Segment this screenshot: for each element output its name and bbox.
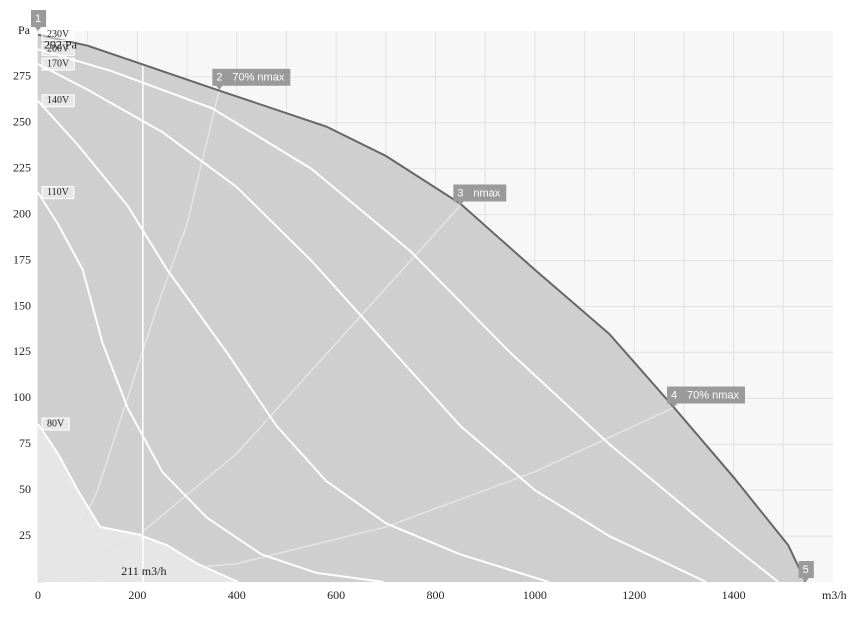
operating-point: 1 <box>31 10 47 31</box>
system-curve <box>37 89 221 583</box>
fan-curve <box>37 423 239 583</box>
point-marker <box>456 200 465 206</box>
point-label: 70% nmax <box>687 389 739 401</box>
annotation: 211 m3/h <box>121 564 166 578</box>
fan-curve <box>37 48 779 583</box>
system-curve <box>37 204 461 583</box>
x-tick-label: 400 <box>228 588 246 602</box>
operating-point: 5 <box>798 561 814 582</box>
curve-label: 80V <box>47 418 65 429</box>
curve-label: 110V <box>47 187 70 198</box>
curve-label-box <box>41 42 75 56</box>
annotation: 292 Pa <box>44 37 78 51</box>
curve-label-box <box>41 57 75 71</box>
y-tick-label: 250 <box>13 115 31 129</box>
point-box <box>212 68 291 86</box>
point-number: 5 <box>803 564 809 576</box>
y-tick-label: 200 <box>13 206 31 220</box>
x-tick-label: 1400 <box>722 588 746 602</box>
y-tick-label: 225 <box>13 161 31 175</box>
point-number: 4 <box>671 389 677 401</box>
fan-curve <box>37 192 384 583</box>
curve-label: 140V <box>47 95 70 106</box>
operating-point: 2 70% nmax <box>212 68 291 90</box>
point-marker <box>670 402 678 408</box>
operating-point: 3 nmax <box>453 184 507 206</box>
curve-label-box <box>41 186 75 200</box>
point-label: 70% nmax <box>232 72 284 84</box>
point-number: 3 <box>457 187 463 199</box>
point-box <box>453 184 507 202</box>
point-box <box>31 10 47 27</box>
y-tick-label: 100 <box>13 390 31 404</box>
point-label: nmax <box>473 187 500 199</box>
x-axis-label: m3/h <box>822 588 847 602</box>
y-axis-label: Pa <box>18 23 31 37</box>
fan-curve <box>37 63 707 583</box>
operating-point: 4 70% nmax <box>667 386 745 408</box>
y-tick-label: 150 <box>13 298 31 312</box>
area <box>38 34 806 582</box>
area <box>38 424 239 582</box>
point-number: 1 <box>35 13 41 25</box>
curve-label-box <box>41 94 75 108</box>
point-box <box>667 386 745 404</box>
y-tick-label: 25 <box>19 528 31 542</box>
fan-curve <box>37 100 550 583</box>
point-marker <box>215 84 224 90</box>
fan-curve <box>37 33 807 583</box>
y-tick-label: 125 <box>13 344 31 358</box>
y-tick-label: 75 <box>19 436 31 450</box>
system-curve <box>37 406 675 583</box>
y-tick-label: 275 <box>13 69 31 83</box>
curve-label-box <box>41 417 70 431</box>
x-tick-label: 1200 <box>622 588 646 602</box>
curve-label: 200V <box>47 44 70 55</box>
point-number: 2 <box>216 72 222 84</box>
x-tick-label: 600 <box>327 588 345 602</box>
x-tick-label: 200 <box>128 588 146 602</box>
curve-label-box <box>41 28 75 42</box>
y-tick-label: 50 <box>19 482 31 496</box>
point-box <box>798 561 814 578</box>
x-tick-label: 1000 <box>523 588 547 602</box>
curve-label: 170V <box>47 58 70 69</box>
x-tick-label: 0 <box>35 588 41 602</box>
y-tick-label: 175 <box>13 252 31 266</box>
curve-label: 230V <box>47 29 70 40</box>
point-marker <box>801 577 810 582</box>
point-marker <box>34 26 42 31</box>
x-tick-label: 800 <box>427 588 445 602</box>
